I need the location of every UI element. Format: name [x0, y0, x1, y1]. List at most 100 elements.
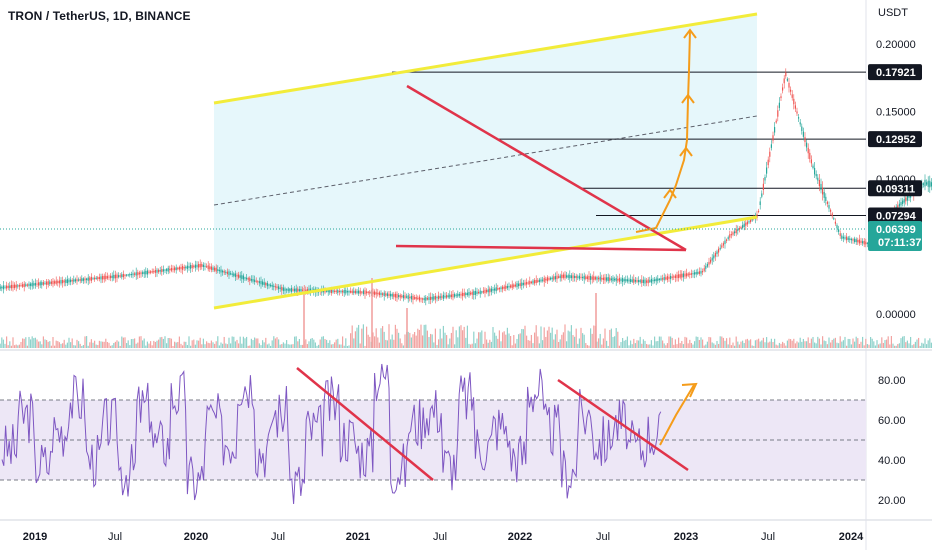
volume-bar: [447, 344, 449, 348]
volume-bar: [356, 327, 358, 348]
volume-bar: [711, 342, 713, 348]
candle-body: [172, 268, 174, 270]
volume-bar: [553, 339, 555, 348]
volume-bar: [710, 337, 712, 348]
volume-bar: [137, 342, 139, 348]
volume-bar: [761, 340, 763, 348]
candle-body: [257, 281, 259, 283]
candle-body: [718, 248, 720, 253]
volume-bar: [473, 331, 475, 348]
candle-body: [622, 278, 624, 283]
volume-bar: [521, 329, 523, 348]
candle-body: [55, 280, 57, 284]
candle-body: [742, 225, 744, 228]
candle-body: [772, 135, 774, 141]
candle-body: [460, 293, 462, 296]
candle-body: [255, 280, 257, 282]
candle-body: [223, 271, 225, 273]
volume-bar: [50, 345, 52, 348]
volume-bar: [271, 340, 273, 348]
candle-body: [750, 219, 752, 223]
candle-body: [268, 284, 270, 286]
candle-body: [266, 282, 268, 287]
candle-body: [150, 271, 152, 273]
volume-bar: [361, 328, 363, 348]
volume-bar: [47, 341, 49, 348]
volume-bar: [834, 337, 836, 348]
volume-bar: [134, 338, 136, 348]
candle-body: [2, 285, 4, 290]
volume-bar: [586, 345, 588, 348]
volume-bar: [810, 338, 812, 348]
candle-body: [905, 197, 907, 202]
volume-bar: [318, 344, 320, 348]
candle-body: [66, 279, 68, 284]
volume-bar: [132, 338, 134, 348]
breakout-path: [635, 29, 691, 233]
candle-body: [684, 273, 686, 277]
candle-body: [28, 283, 30, 287]
volume-bar: [388, 324, 390, 348]
volume-bar: [841, 341, 843, 348]
volume-bar: [921, 342, 923, 348]
volume-bar: [449, 338, 451, 348]
candle-body: [390, 293, 392, 297]
candle-body: [778, 102, 780, 108]
candle-body: [383, 292, 385, 296]
volume-bar: [162, 338, 164, 348]
volume-bar: [130, 339, 132, 348]
candle-body: [73, 279, 75, 282]
volume-bar: [783, 343, 785, 348]
volume-bar: [198, 340, 200, 348]
volume-bar: [207, 342, 209, 348]
volume-bar: [614, 336, 616, 348]
volume-bar: [287, 344, 289, 348]
candle-body: [143, 271, 145, 275]
candle-body: [442, 294, 444, 299]
candle-body: [22, 284, 24, 287]
volume-bar: [809, 343, 811, 348]
candle-body: [327, 289, 329, 293]
candle-body: [431, 296, 433, 300]
volume-bar: [903, 336, 905, 348]
volume-bar: [394, 324, 396, 348]
volume-bar: [858, 344, 860, 348]
candle-body: [463, 292, 465, 296]
arrow-head: [663, 188, 677, 199]
candle-body: [446, 295, 448, 298]
candle-body: [618, 277, 620, 282]
candle-body: [273, 285, 275, 288]
candle-body: [122, 273, 124, 278]
volume-bar: [575, 328, 577, 348]
candle-body: [678, 274, 680, 279]
candle-body: [4, 286, 6, 288]
volume-bar: [337, 338, 339, 348]
volume-bar: [574, 336, 576, 348]
volume-bar: [556, 329, 558, 348]
candle-body: [246, 277, 248, 280]
volume-bar: [31, 336, 33, 348]
volume-bar: [167, 338, 169, 348]
candle-body: [15, 284, 17, 288]
candle-body: [625, 279, 627, 282]
candle-body: [676, 274, 678, 279]
volume-bar: [596, 341, 598, 348]
candle-body: [306, 289, 308, 292]
volume-bar: [801, 341, 803, 348]
candle-body: [574, 275, 576, 278]
volume-bar: [364, 345, 366, 348]
candle-body: [558, 276, 560, 278]
candle-body: [81, 278, 83, 282]
volume-bar: [658, 336, 660, 348]
candle-body: [745, 222, 747, 226]
volume-bar: [865, 338, 867, 348]
candle-body: [522, 282, 524, 285]
volume-bar: [454, 344, 456, 348]
candle-body: [724, 240, 726, 244]
candle-body: [404, 295, 406, 299]
candle-body: [900, 201, 902, 206]
candle-body: [554, 276, 556, 280]
volume-bar: [15, 344, 17, 348]
candle-body: [927, 180, 929, 187]
